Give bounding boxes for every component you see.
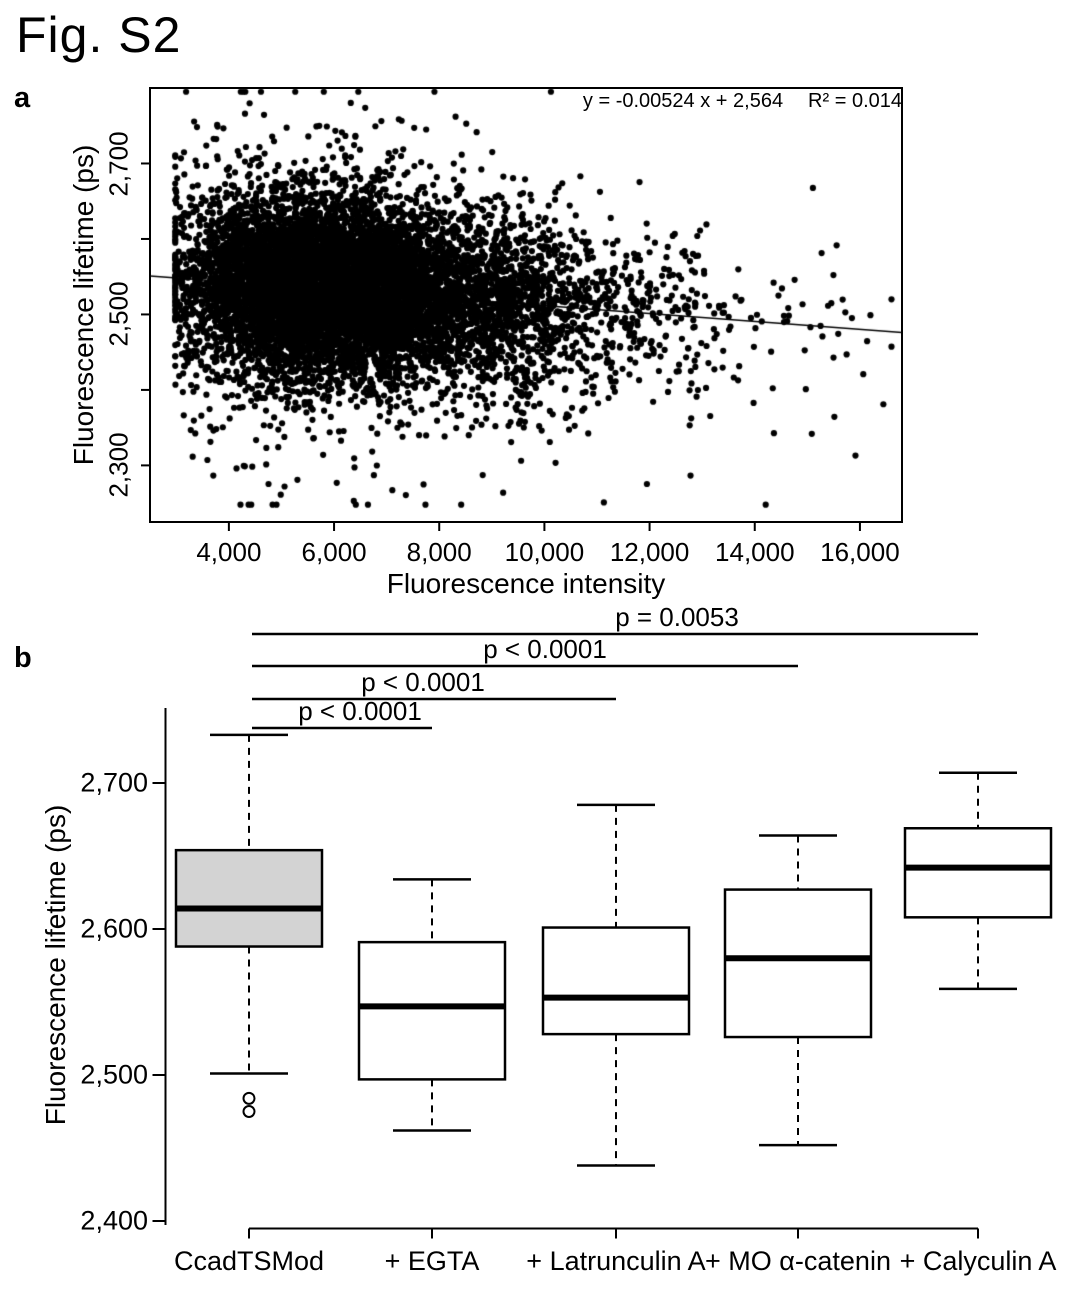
regression-equation: y = -0.00524 x + 2,564 — [582, 90, 784, 112]
outlier-point — [242, 1105, 256, 1118]
panel-a-y-tick-label: 2,500 — [103, 281, 134, 347]
significance-label: p < 0.0001 — [361, 667, 485, 697]
panel-a-x-tick-label: 16,000 — [820, 537, 900, 567]
panel-a-label: a — [14, 82, 31, 114]
panel-a-y-tick-label: 2,300 — [103, 432, 134, 498]
panel-a-x-tick-label: 6,000 — [301, 537, 367, 567]
significance-label: p < 0.0001 — [483, 634, 607, 664]
panel-b-y-axis-label: Fluorescence lifetime (ps) — [40, 804, 71, 1126]
iqr-box — [723, 888, 873, 1039]
iqr-box — [174, 848, 324, 948]
panel-a-x-tick-label: 8,000 — [406, 537, 472, 567]
significance-label: p = 0.0053 — [615, 602, 739, 632]
panel-b-y-tick-label: 2,500 — [80, 1059, 148, 1090]
category-label: CcadTSMod — [173, 1246, 325, 1276]
panel-a-x-tick-label: 4,000 — [196, 537, 262, 567]
panel-a-x-tick-label: 10,000 — [504, 537, 585, 567]
panel-a-y-tick-label: 2,700 — [103, 130, 134, 197]
panel-a-x-tick-label: 12,000 — [609, 537, 690, 567]
iqr-box — [357, 940, 507, 1081]
significance-label: p < 0.0001 — [298, 696, 422, 726]
scatter-points-canvas — [150, 88, 902, 522]
panel-b-y-tick-label: 2,400 — [80, 1205, 148, 1236]
category-label: + Latrunculin A — [526, 1246, 706, 1276]
outlier-point — [242, 1091, 256, 1105]
iqr-box — [541, 926, 691, 1036]
category-label: + EGTA — [384, 1246, 480, 1276]
panel-b-y-tick-label: 2,600 — [80, 913, 148, 944]
r-squared-value: R² = 0.014 — [808, 90, 902, 112]
category-label: + Calyculin A — [899, 1246, 1057, 1276]
panel-a-x-tick-label: 14,000 — [715, 537, 795, 567]
panel-a-y-axis-label: Fluorescence lifetime (ps) — [68, 144, 99, 466]
iqr-box — [903, 827, 1053, 919]
category-label: + MO α-catenin — [705, 1246, 891, 1276]
panel-b-label: b — [14, 642, 32, 674]
panel-b-y-tick-label: 2,700 — [80, 767, 148, 798]
figure-title: Fig. S2 — [16, 7, 182, 63]
panel-a-x-axis-label: Fluorescence intensity — [386, 568, 666, 599]
